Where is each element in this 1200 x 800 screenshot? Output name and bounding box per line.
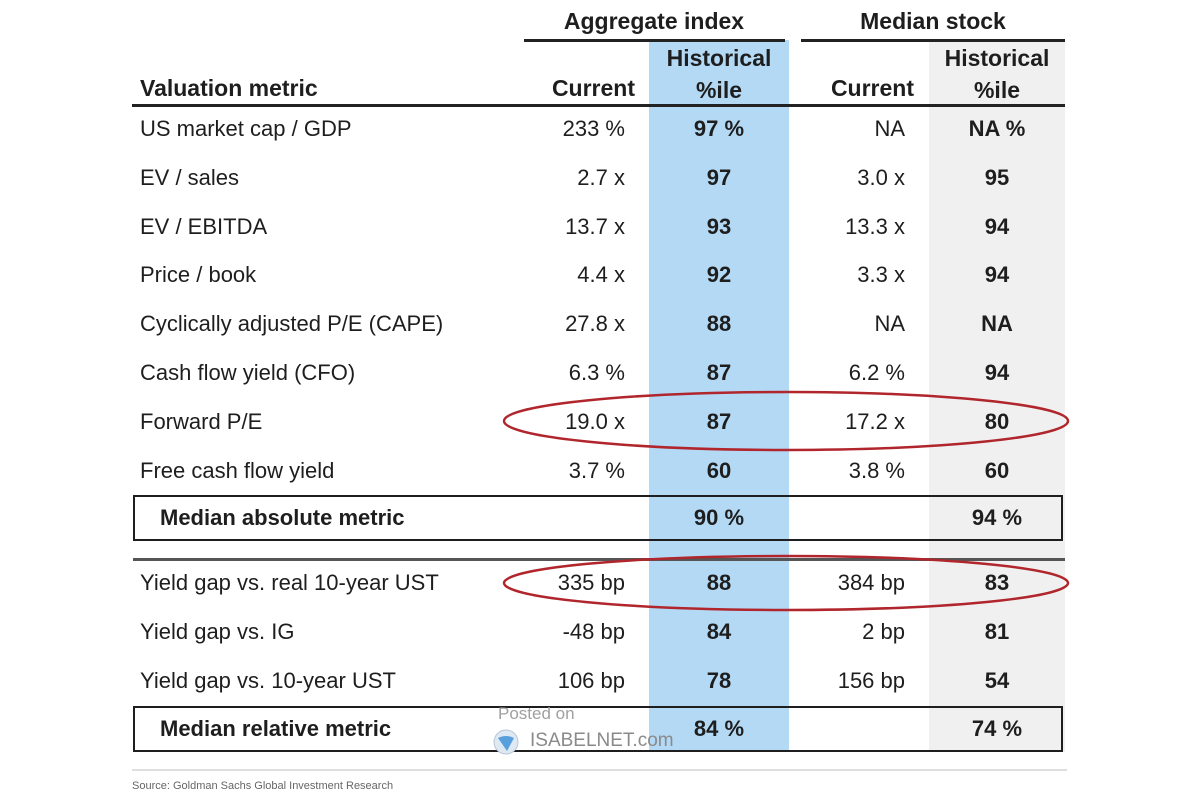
median-current-value: NA [874,116,905,141]
median-current-value: 17.2 x [845,408,905,434]
aggregate-historical-value: 60 [706,457,732,483]
aggregate-current-value: 3.7 % [568,457,625,483]
aggregate-historical-value: 88 [706,311,732,337]
median-current-value: 3.3 x [857,262,905,288]
column-header-median-current: Current [830,75,914,101]
median-current-value: 156 bp [837,668,905,693]
group-header-median-stock: Median stock [860,8,1006,34]
table-row: Yield gap vs. real 10-year UST 335 bp 88 38… [0,559,1200,607]
aggregate-historical-value: 78 [706,668,732,693]
table-row: Yield gap vs. 10-year UST 106 bp 78 156 bp 5… [0,657,1200,705]
summary-label: Median relative metric [160,716,392,741]
table-row: Price / book 4.4 x 92 3.3 x 94 [0,251,1200,299]
aggregate-current-value: 335 bp [557,570,625,595]
aggregate-current-value: -48 bp [562,619,625,644]
aggregate-historical-value: 97 % [693,116,745,141]
aggregate-historical-value: 97 [706,164,732,190]
metric-label: Yield gap vs. 10-year UST [140,668,396,693]
table-row: Cash flow yield (CFO) 6.3 % 87 6.2 % 94 [0,349,1200,397]
column-header-aggregate-current: Current [551,75,635,101]
table-row: Yield gap vs. IG -48 bp 84 2 bp 81 [0,608,1200,656]
table-row: US market cap / GDP 233 % 97 % NA NA % [0,105,1200,153]
metric-label: Yield gap vs. real 10-year UST [140,570,439,595]
median-current-value: 384 bp [837,570,905,595]
group-header-aggregate-index: Aggregate index [563,8,745,34]
watermark-posted-on: Posted on [498,704,575,723]
summary-label: Median absolute metric [160,505,405,530]
table-row: Cyclically adjusted P/E (CAPE) 27.8 x 88 NA… [0,300,1200,348]
aggregate-current-value: 19.0 x [565,408,625,434]
aggregate-historical-value: 84 [706,619,732,644]
isabelnet-watermark: Posted on ISABELNET.com [492,704,732,755]
metric-label: Free cash flow yield [140,457,335,483]
metric-label: Cash flow yield (CFO) [140,360,356,385]
median-historical-value: 95 [984,164,1010,190]
aggregate-historical-value: 87 [706,360,732,385]
metric-label: Price / book [140,262,257,288]
aggregate-current-value: 2.7 x [577,164,625,190]
median-current-value: 6.2 % [848,360,905,385]
aggregate-historical-value: 93 [706,213,732,239]
aggregate-historical-value: 92 [706,262,732,288]
metric-label: Forward P/E [140,408,263,434]
metric-label: EV / sales [140,164,240,190]
metric-label: US market cap / GDP [140,116,352,141]
median-current-value: 13.3 x [845,213,905,239]
table-row: Free cash flow yield 3.7 % 60 3.8 % 60 [0,447,1200,495]
column-header-aggregate-historical: Historical %ile [649,42,789,106]
aggregate-current-value: 6.3 % [568,360,625,385]
header-rule [132,104,1065,107]
median-current-value: 2 bp [862,619,905,644]
median-historical-value: 81 [984,619,1010,644]
metric-label: Cyclically adjusted P/E (CAPE) [140,311,444,337]
aggregate-current-value: 27.8 x [565,311,625,337]
watermark-site-name: ISABELNET.com [530,730,674,751]
table-row: EV / sales 2.7 x 97 3.0 x 95 [0,154,1200,202]
table-row: Forward P/E 19.0 x 87 17.2 x 80 [0,398,1200,446]
column-header-line: %ile [695,77,743,103]
summary-aggregate-historical: 84 % [693,716,745,741]
globe-logo-icon [493,729,519,755]
median-current-value: 3.0 x [857,164,905,190]
column-header-line: Historical [944,45,1050,71]
metric-label: Yield gap vs. IG [140,619,295,644]
median-historical-value: 94 [984,262,1010,288]
column-header-line: %ile [973,77,1021,103]
median-historical-value: 83 [984,570,1010,595]
group-rule-median [801,39,1065,42]
median-historical-value: NA [981,311,1013,337]
summary-median-historical: 94 % [971,505,1023,530]
median-absolute-summary-row: Median absolute metric 90 % 94 % [133,495,1063,541]
median-historical-value: 60 [984,457,1010,483]
aggregate-historical-value: 87 [706,408,732,434]
summary-median-historical: 74 % [971,716,1023,741]
footer-rule [132,769,1067,771]
median-historical-value: 94 [984,360,1010,385]
table-row: EV / EBITDA 13.7 x 93 13.3 x 94 [0,203,1200,251]
median-historical-value: 54 [984,668,1010,693]
column-header-valuation-metric: Valuation metric [140,75,318,101]
aggregate-current-value: 106 bp [557,668,625,693]
column-header-line: Historical [666,45,772,71]
aggregate-historical-value: 88 [706,570,732,595]
median-historical-value: 80 [984,408,1010,434]
summary-aggregate-historical: 90 % [693,505,745,530]
group-rule-aggregate [524,39,785,42]
aggregate-current-value: 233 % [562,116,625,141]
median-historical-value: NA % [968,116,1026,141]
median-current-value: 3.8 % [848,457,905,483]
source-note: Source: Goldman Sachs Global Investment … [132,780,394,792]
median-historical-value: 94 [984,213,1010,239]
aggregate-current-value: 13.7 x [565,213,625,239]
column-header-median-historical: Historical %ile [929,42,1065,106]
median-current-value: NA [874,311,905,337]
metric-label: EV / EBITDA [140,213,268,239]
aggregate-current-value: 4.4 x [577,262,625,288]
median-relative-summary-row: Median relative metric 84 % 74 % [133,706,1063,752]
